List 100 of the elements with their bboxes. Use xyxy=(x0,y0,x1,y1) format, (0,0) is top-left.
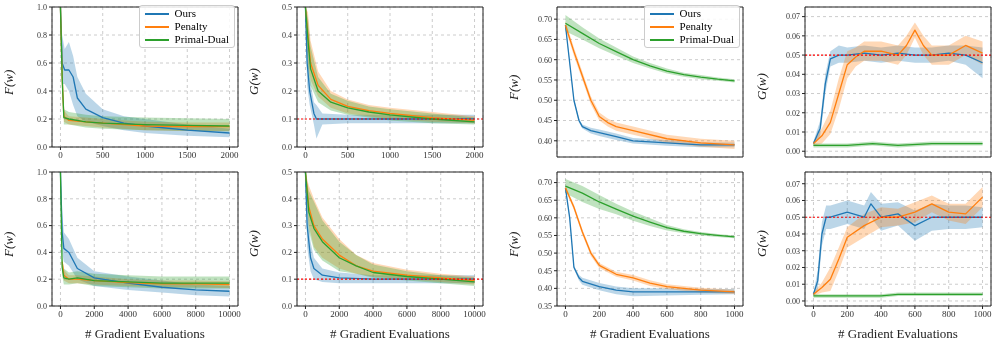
x-tick-label: 600 xyxy=(660,309,675,320)
x-tick-label: 0 xyxy=(303,150,309,161)
y-tick-label: 0.65 xyxy=(538,196,552,206)
y-tick-label: 0.45 xyxy=(538,116,552,126)
y-tick-label: 1.0 xyxy=(37,2,47,12)
x-tick-label: 2000 xyxy=(330,309,349,320)
legend-label: Ours xyxy=(679,7,701,20)
x-tick-label: 10000 xyxy=(218,309,242,320)
y-tick-label: 0.55 xyxy=(538,75,552,85)
y-tick-label: 0.50 xyxy=(538,248,552,258)
x-axis-title: # Gradient Evaluations xyxy=(838,326,958,340)
y-axis-title: F(w) xyxy=(0,231,16,258)
y-axis-title: F(w) xyxy=(505,74,521,101)
y-tick-label: 0.60 xyxy=(538,55,552,65)
x-tick-label: 0 xyxy=(563,309,569,320)
y-tick-label: 0.01 xyxy=(786,127,800,137)
y-axis-title: F(w) xyxy=(0,69,16,96)
y-tick-label: 0.50 xyxy=(538,96,552,106)
legend-label: Penalty xyxy=(174,20,208,33)
x-tick-label: 8000 xyxy=(431,309,451,320)
y-axis-title: G(w) xyxy=(753,73,769,100)
x-tick-label: 1500 xyxy=(423,150,442,161)
x-tick-label: 200 xyxy=(840,309,855,320)
y-tick-label: 0.02 xyxy=(786,263,800,273)
y-tick-label: 0.06 xyxy=(786,31,800,41)
x-tick-label: 1000 xyxy=(973,309,993,320)
y-tick-label: 0.00 xyxy=(786,147,800,157)
y-tick-label: 0.6 xyxy=(37,58,47,68)
x-tick-label: 8000 xyxy=(186,309,206,320)
y-tick-label: 0.0 xyxy=(37,142,47,152)
legend-label: Primal-Dual xyxy=(174,33,229,46)
y-tick-label: 1.0 xyxy=(37,167,47,177)
x-tick-label: 0 xyxy=(811,309,817,320)
y-tick-label: 0.00 xyxy=(786,296,800,306)
legend-label: Ours xyxy=(174,7,196,20)
x-tick-label: 400 xyxy=(874,309,889,320)
y-axis-title: G(w) xyxy=(245,230,261,257)
x-tick-label: 10000 xyxy=(463,309,487,320)
y-axis-title: G(w) xyxy=(245,68,261,95)
y-tick-label: 0.4 xyxy=(282,30,292,40)
y-tick-label: 0.3 xyxy=(282,221,292,231)
x-tick-label: 0 xyxy=(303,309,309,320)
y-tick-label: 0.2 xyxy=(37,114,47,124)
y-tick-label: 0.06 xyxy=(786,196,800,206)
y-tick-label: 0.45 xyxy=(538,266,552,276)
legend-label: Primal-Dual xyxy=(679,33,734,46)
x-axis-title: # Gradient Evaluations xyxy=(590,326,710,340)
x-axis-title: # Gradient Evaluations xyxy=(85,326,205,340)
x-tick-label: 2000 xyxy=(220,150,240,161)
y-axis-title: G(w) xyxy=(753,230,769,257)
x-tick-label: 6000 xyxy=(397,309,417,320)
y-tick-label: 0.1 xyxy=(282,275,292,285)
y-tick-label: 0.02 xyxy=(786,108,800,118)
y-tick-label: 0.4 xyxy=(37,248,47,258)
y-tick-label: 0.0 xyxy=(282,142,292,152)
x-tick-label: 800 xyxy=(693,309,708,320)
y-tick-label: 0.8 xyxy=(37,30,47,40)
y-tick-label: 0.8 xyxy=(37,194,47,204)
y-tick-label: 0.03 xyxy=(786,246,800,256)
y-axis-title: F(w) xyxy=(505,231,521,258)
x-tick-label: 1500 xyxy=(178,150,197,161)
y-tick-label: 0.70 xyxy=(538,178,552,188)
y-tick-label: 0.5 xyxy=(282,167,292,177)
y-tick-label: 0.01 xyxy=(786,280,800,290)
x-axis-title: # Gradient Evaluations xyxy=(330,326,450,340)
x-tick-label: 800 xyxy=(941,309,956,320)
x-tick-label: 500 xyxy=(95,150,110,161)
y-tick-label: 0.40 xyxy=(538,284,552,294)
y-tick-label: 0.40 xyxy=(538,136,552,146)
y-tick-label: 0.5 xyxy=(282,2,292,12)
y-tick-label: 0.0 xyxy=(282,301,292,311)
y-tick-label: 0.03 xyxy=(786,89,800,99)
y-tick-label: 0.2 xyxy=(282,86,292,96)
y-tick-label: 0.05 xyxy=(786,213,800,223)
x-tick-label: 1000 xyxy=(725,309,745,320)
y-tick-label: 0.6 xyxy=(37,221,47,231)
y-tick-label: 0.55 xyxy=(538,231,552,241)
y-tick-label: 0.0 xyxy=(37,301,47,311)
x-tick-label: 400 xyxy=(626,309,641,320)
y-tick-label: 0.07 xyxy=(786,12,800,22)
y-tick-label: 0.04 xyxy=(786,70,800,80)
y-tick-label: 0.4 xyxy=(37,86,47,96)
x-tick-label: 6000 xyxy=(152,309,172,320)
y-tick-label: 0.2 xyxy=(282,248,292,258)
y-tick-label: 0.35 xyxy=(538,301,552,311)
y-tick-label: 0.70 xyxy=(538,15,552,24)
legend-label: Penalty xyxy=(679,20,713,33)
y-tick-label: 0.60 xyxy=(538,213,552,223)
y-tick-label: 0.65 xyxy=(538,35,552,45)
y-tick-label: 0.4 xyxy=(282,194,292,204)
x-tick-label: 200 xyxy=(592,309,607,320)
y-tick-label: 0.1 xyxy=(282,114,292,124)
x-tick-label: 2000 xyxy=(85,309,104,320)
y-tick-label: 0.2 xyxy=(37,275,47,285)
y-tick-label: 0.04 xyxy=(786,229,800,239)
y-tick-label: 0.3 xyxy=(282,58,292,68)
x-tick-label: 0 xyxy=(58,150,64,161)
x-tick-label: 600 xyxy=(908,309,923,320)
x-tick-label: 0 xyxy=(58,309,64,320)
x-tick-label: 4000 xyxy=(119,309,138,320)
